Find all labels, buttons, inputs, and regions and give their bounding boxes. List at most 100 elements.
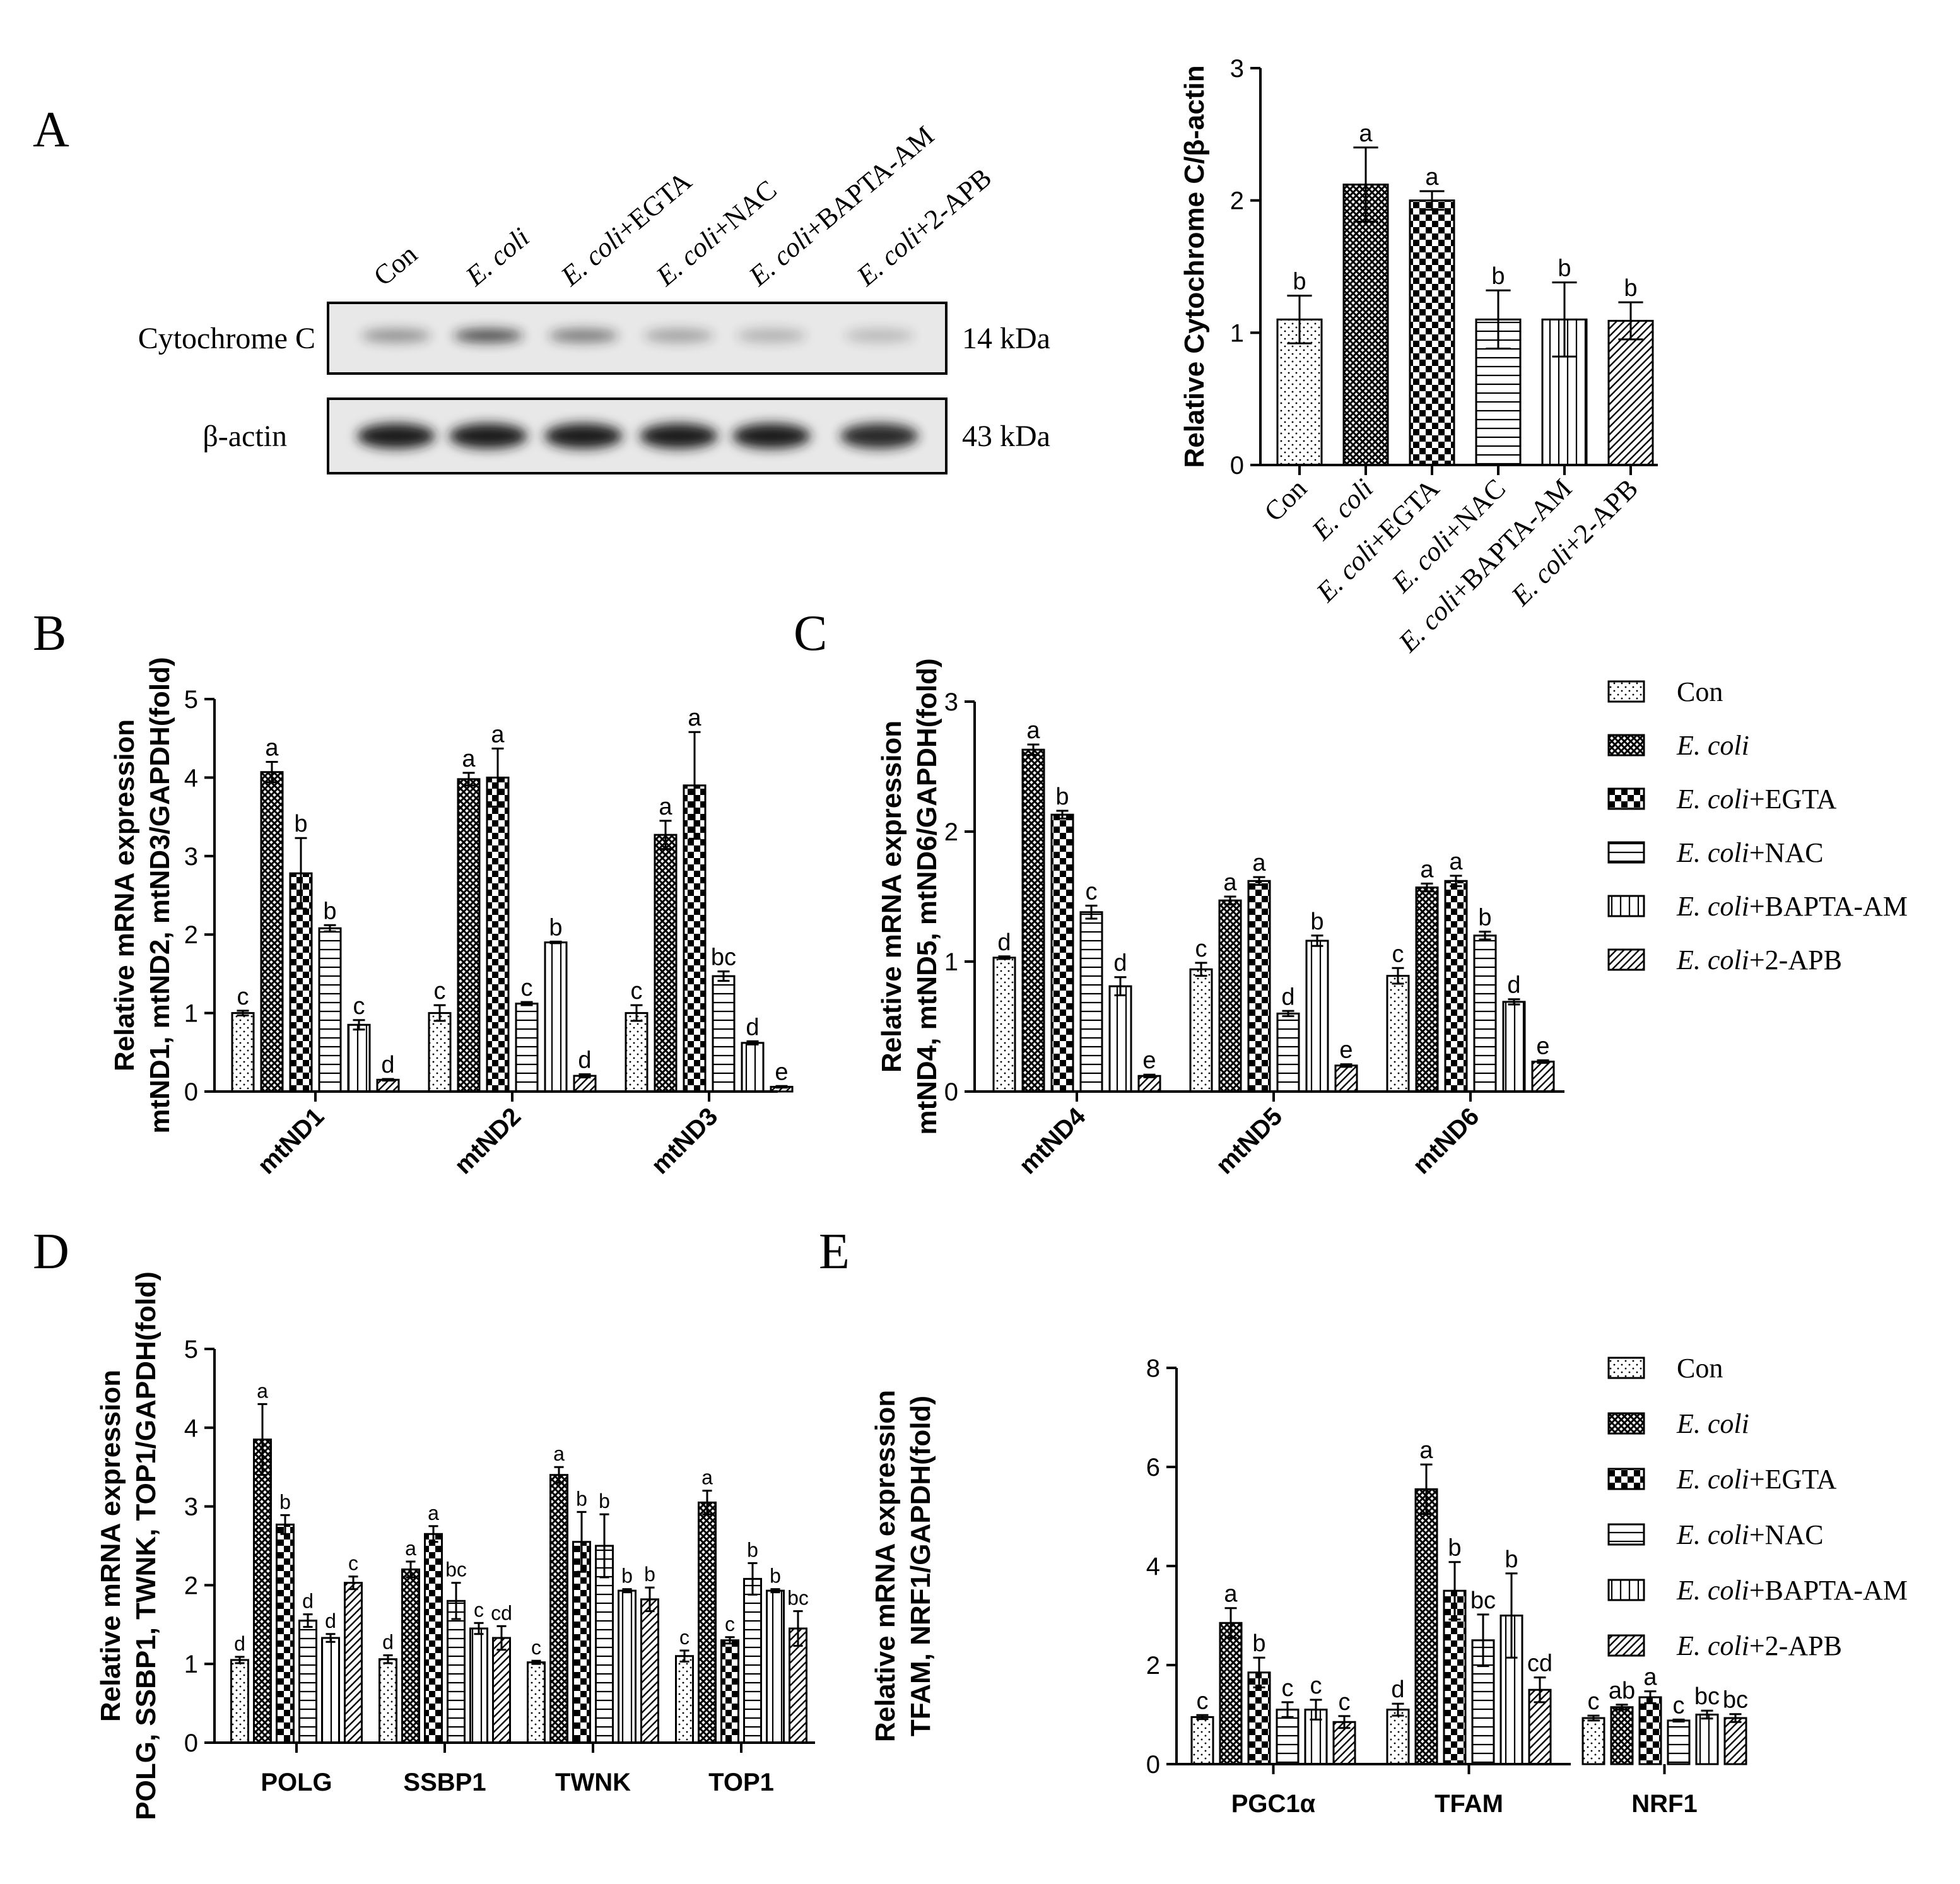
- y-tick-label: 3: [184, 1493, 198, 1521]
- blot-band: [544, 423, 623, 449]
- significance-letter: d: [997, 929, 1011, 956]
- significance-letter: c: [631, 978, 643, 1004]
- significance-letter: d: [746, 1014, 759, 1040]
- blot-band: [449, 423, 527, 449]
- bar: [318, 927, 342, 1093]
- bar: [743, 1577, 762, 1744]
- significance-letter: a: [1223, 869, 1237, 896]
- significance-letter: b: [1293, 269, 1306, 295]
- y-tick-label: 5: [184, 1336, 198, 1363]
- blot-band: [644, 329, 713, 343]
- significance-letter: c: [1588, 1688, 1600, 1715]
- bar: [1021, 748, 1045, 1093]
- bar: [1190, 1716, 1214, 1765]
- bar: [344, 1582, 363, 1744]
- y-axis-label: Relative mRNA expression: [870, 1390, 901, 1742]
- bar: [698, 1501, 717, 1744]
- bar: [1218, 899, 1242, 1093]
- y-tick-label: 3: [184, 843, 198, 871]
- bar: [1607, 319, 1654, 466]
- y-tick-label: 0: [184, 1729, 198, 1757]
- bar: [595, 1545, 614, 1744]
- x-tick-label: TWNK: [555, 1769, 631, 1796]
- significance-letter: e: [1536, 1033, 1549, 1060]
- bar: [230, 1659, 249, 1744]
- y-tick-label: 3: [944, 688, 958, 716]
- significance-letter: b: [323, 898, 336, 924]
- panel-letter-c: C: [794, 606, 827, 661]
- significance-letter: b: [599, 1490, 610, 1512]
- bar: [428, 1012, 452, 1093]
- legend-swatch: [1607, 680, 1645, 703]
- significance-letter: a: [1420, 856, 1434, 883]
- y-tick-label: 3: [1230, 55, 1244, 83]
- significance-letter: a: [462, 746, 476, 772]
- y-tick-label: 2: [1230, 187, 1244, 215]
- bar: [992, 957, 1016, 1093]
- legend-swatch: [1607, 841, 1645, 864]
- blot-band: [357, 423, 435, 449]
- blot-band: [454, 329, 523, 343]
- blot-protein-label: β-actin: [202, 420, 287, 453]
- bar: [1473, 934, 1497, 1093]
- y-tick-label: 2: [184, 1572, 198, 1599]
- blot-band: [737, 329, 806, 343]
- bar: [544, 941, 568, 1093]
- bar: [1502, 1001, 1526, 1093]
- legend-label: E. coli+NAC: [1676, 1519, 1824, 1550]
- y-axis-label: Relative mRNA expression: [95, 1370, 126, 1722]
- significance-letter: a: [1252, 850, 1266, 876]
- y-axis-label: mtND1, mtND2, mtND3/GAPDH(fold): [144, 657, 175, 1133]
- panel-letter-b: B: [33, 606, 66, 661]
- y-tick-label: 1: [1230, 319, 1244, 347]
- x-tick-label: TFAM: [1435, 1790, 1503, 1818]
- y-tick-label: 1: [944, 948, 958, 976]
- blot-band: [549, 329, 618, 343]
- bar: [379, 1658, 397, 1744]
- bar: [1581, 1717, 1605, 1765]
- x-tick-label: SSBP1: [403, 1769, 486, 1796]
- legend-swatch: [1607, 1579, 1645, 1601]
- x-tick-label: POLG: [261, 1769, 332, 1796]
- significance-letter: c: [531, 1636, 541, 1659]
- significance-letter: a: [1026, 717, 1040, 744]
- legend-swatch: [1607, 734, 1645, 757]
- x-tick-label: TOP1: [708, 1769, 774, 1796]
- bar: [515, 1003, 539, 1093]
- significance-letter: d: [1281, 984, 1294, 1010]
- significance-letter: ab: [1609, 1678, 1635, 1704]
- significance-letter: c: [1197, 1688, 1209, 1714]
- significance-letter: a: [701, 1466, 713, 1489]
- bar: [675, 1655, 694, 1744]
- bar: [573, 1074, 597, 1093]
- significance-letter: a: [405, 1537, 416, 1560]
- legend-swatch: [1607, 1634, 1645, 1657]
- blot-size-label: 43 kDa: [962, 420, 1050, 453]
- x-tick-label: mtND1: [252, 1102, 329, 1179]
- y-tick-label: 4: [184, 764, 198, 792]
- x-tick-label: mtND4: [1014, 1102, 1091, 1180]
- significance-letter: bc: [787, 1587, 809, 1610]
- significance-letter: b: [1310, 909, 1323, 935]
- significance-letter: c: [1086, 878, 1098, 905]
- y-tick-label: 0: [184, 1078, 198, 1106]
- significance-letter: c: [1339, 1689, 1351, 1716]
- y-tick-label: 6: [1146, 1454, 1160, 1481]
- bar: [1409, 199, 1455, 466]
- blot-band: [845, 329, 914, 343]
- y-tick-label: 2: [944, 818, 958, 846]
- legend-label: E. coli+2-APB: [1676, 945, 1842, 975]
- legend-swatch: [1607, 787, 1645, 810]
- legend-swatch: [1607, 948, 1645, 971]
- blot-band: [361, 329, 431, 343]
- y-tick-label: 1: [184, 1000, 198, 1028]
- legend-swatch: [1607, 1357, 1645, 1379]
- significance-letter: a: [428, 1502, 439, 1524]
- significance-letter: a: [1449, 849, 1463, 875]
- significance-letter: b: [1505, 1546, 1518, 1573]
- bar: [1667, 1719, 1691, 1765]
